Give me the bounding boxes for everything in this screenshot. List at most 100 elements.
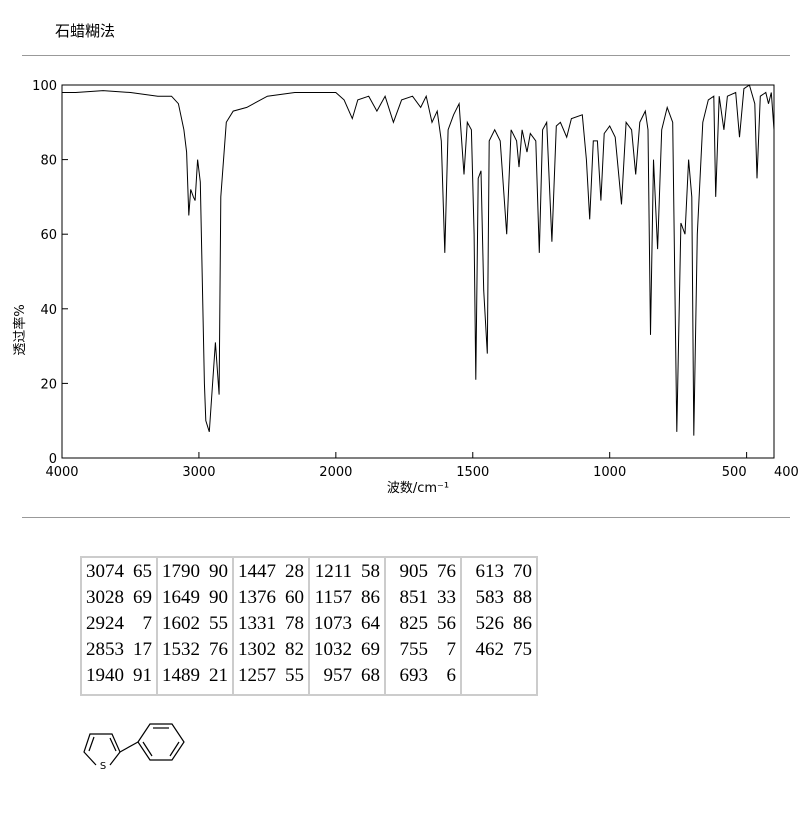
benzene-ring <box>137 723 185 761</box>
transmittance: 6 <box>446 665 457 686</box>
transmittance: 65 <box>133 561 152 582</box>
y-axis-label: 透过率% <box>12 304 28 355</box>
table-entry: 1257 55 <box>238 665 304 691</box>
table-entry: 613 70 <box>466 561 533 587</box>
wavenumber: 1302 <box>238 639 276 660</box>
x-tick-label: 3000 <box>182 465 215 480</box>
structure: S <box>83 723 185 772</box>
wavenumber: 693 <box>399 665 429 686</box>
wavenumber: 526 <box>475 613 505 634</box>
wavenumber: 1602 <box>162 613 200 634</box>
table-entry: 1073 64 <box>314 613 380 639</box>
transmittance: 68 <box>361 665 380 686</box>
x-tick-label: 1500 <box>456 465 489 480</box>
x-tick-label: 4000 <box>45 465 78 480</box>
table-entry: 1376 60 <box>238 587 304 613</box>
x-axis-label: 波数/cm⁻¹ <box>387 481 449 496</box>
wavenumber: 755 <box>399 639 429 660</box>
table-column: 905 76 851 33 825 56 755 7 693 6 <box>384 556 462 696</box>
chart: 波数/cm⁻¹ 透过率% 0 20 40 60 80 100 4000 3000 2000 150… <box>12 79 798 496</box>
table-entry: 462 75 <box>466 639 533 665</box>
wavenumber: 1940 <box>86 665 124 686</box>
y-tick-label: 40 <box>40 303 57 318</box>
table-entry: 693 6 <box>390 665 457 691</box>
x-tick-label: 1000 <box>593 465 626 480</box>
title: 石蜡糊法 <box>55 22 116 40</box>
transmittance: 88 <box>513 587 532 608</box>
transmittance: 91 <box>133 665 152 686</box>
link-bond <box>119 741 139 753</box>
transmittance: 7 <box>446 639 457 660</box>
table-entry: 1032 69 <box>314 639 380 665</box>
transmittance: 86 <box>513 613 532 634</box>
transmittance: 17 <box>133 639 152 660</box>
table-entry: 2853 17 <box>86 639 152 665</box>
wavenumber: 583 <box>475 587 505 608</box>
spectrum-line <box>62 84 775 436</box>
wavenumber: 462 <box>475 639 505 660</box>
table-column: 1447 28 1376 60 1331 78 1302 82 1257 55 <box>232 556 310 696</box>
ring-bond <box>83 733 121 766</box>
wavenumber: 1032 <box>314 639 352 660</box>
transmittance: 90 <box>209 561 228 582</box>
transmittance: 55 <box>209 613 228 634</box>
table-entry: 583 88 <box>466 587 533 613</box>
wavenumber: 825 <box>399 613 429 634</box>
transmittance: 33 <box>437 587 456 608</box>
transmittance: 7 <box>142 613 153 634</box>
transmittance: 76 <box>437 561 456 582</box>
wavenumber: 1447 <box>238 561 276 582</box>
wavenumber: 1073 <box>314 613 352 634</box>
y-tick-label: 0 <box>49 452 57 467</box>
wavenumber: 1257 <box>238 665 276 686</box>
transmittance: 69 <box>361 639 380 660</box>
transmittance: 28 <box>285 561 304 582</box>
transmittance: 55 <box>285 665 304 686</box>
wavenumber: 1790 <box>162 561 200 582</box>
table-entry: 825 56 <box>390 613 457 639</box>
table-entry: 1211 58 <box>314 561 380 587</box>
transmittance: 60 <box>285 587 304 608</box>
wavenumber: 905 <box>399 561 429 582</box>
table-entry: 1447 28 <box>238 561 304 587</box>
y-tick-label: 80 <box>40 154 57 169</box>
table-entry: 1602 55 <box>162 613 228 639</box>
transmittance: 86 <box>361 587 380 608</box>
table-entry: 755 7 <box>390 639 457 665</box>
peak-table: 3074 65 3028 69 2924 7 2853 17 1940 91 1790 90 1649 9… <box>80 556 538 696</box>
wavenumber: 1649 <box>162 587 200 608</box>
double-bond <box>109 737 117 752</box>
table-column: 3074 65 3028 69 2924 7 2853 17 1940 91 <box>80 556 158 696</box>
table-entry: 1649 90 <box>162 587 228 613</box>
table-entry: 1331 78 <box>238 613 304 639</box>
table-entry: 526 86 <box>466 613 533 639</box>
y-tick-label: 100 <box>32 79 57 94</box>
table-column: 1790 90 1649 90 1602 55 1532 76 1489 21 <box>156 556 234 696</box>
table-entry: 1489 21 <box>162 665 228 691</box>
wavenumber: 957 <box>323 665 353 686</box>
table-entry: 851 33 <box>390 587 457 613</box>
wavenumber: 1532 <box>162 639 200 660</box>
wavenumber: 3028 <box>86 587 124 608</box>
wavenumber: 2924 <box>86 613 124 634</box>
table-entry: 1532 76 <box>162 639 228 665</box>
double-bond <box>142 741 153 757</box>
atom-label: S <box>100 761 106 772</box>
table-column: 613 70 583 88 526 86 462 75 <box>460 556 538 696</box>
wavenumber: 1489 <box>162 665 200 686</box>
transmittance: 78 <box>285 613 304 634</box>
table-entry: 1940 91 <box>86 665 152 691</box>
transmittance: 69 <box>133 587 152 608</box>
transmittance: 82 <box>285 639 304 660</box>
transmittance: 56 <box>437 613 456 634</box>
transmittance: 70 <box>513 561 532 582</box>
plot-frame <box>61 84 775 459</box>
wavenumber: 1211 <box>314 561 352 582</box>
wavenumber: 1376 <box>238 587 276 608</box>
x-tick-label: 400 <box>774 465 798 480</box>
wavenumber: 851 <box>399 587 429 608</box>
table-entry: 905 76 <box>390 561 457 587</box>
table-column: 1211 58 1157 86 1073 64 1032 69 957 68 <box>308 556 386 696</box>
transmittance: 76 <box>209 639 228 660</box>
